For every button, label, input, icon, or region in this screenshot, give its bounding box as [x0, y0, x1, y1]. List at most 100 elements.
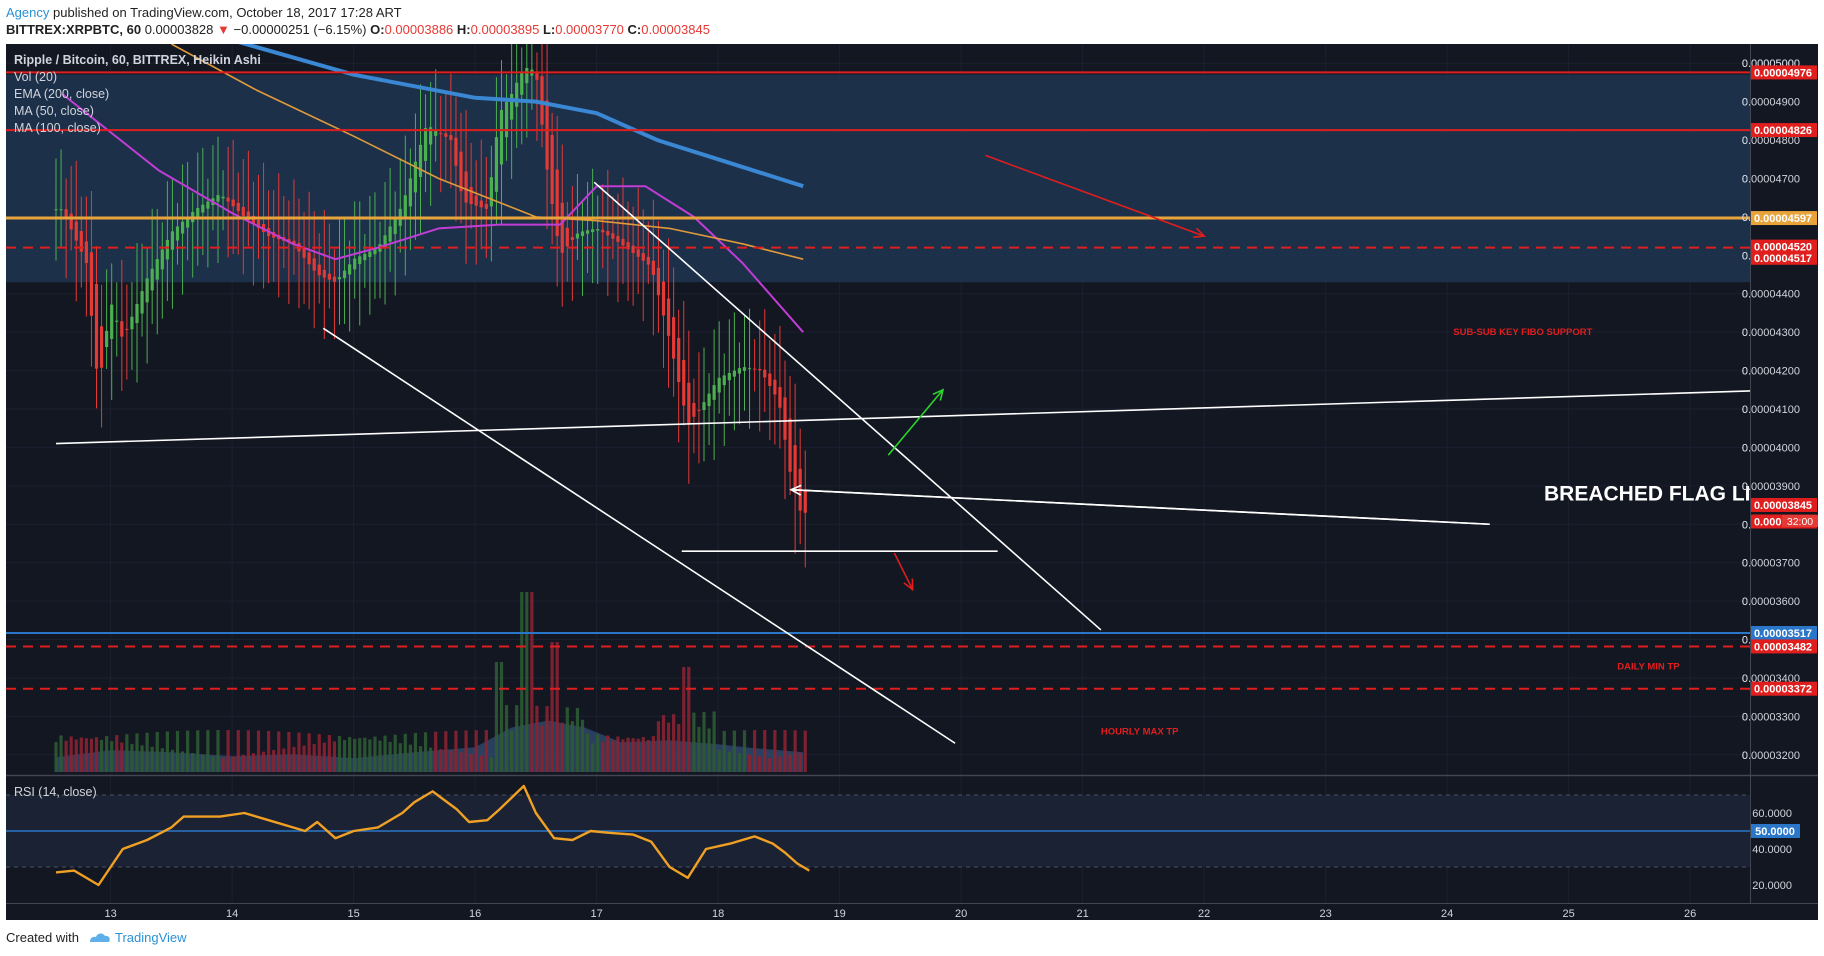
candle-body	[651, 260, 655, 275]
candle-body	[302, 247, 306, 258]
volume-bar	[585, 733, 590, 772]
candle-body	[606, 231, 610, 236]
volume-bar	[418, 746, 423, 772]
candle-body	[64, 209, 68, 219]
volume-bar	[120, 742, 124, 772]
price-level-tag	[1750, 625, 1817, 640]
volume-bar	[535, 705, 539, 772]
volume-bar	[692, 712, 696, 772]
volume-bar	[444, 731, 448, 772]
candle-body	[69, 213, 73, 230]
candle-body	[763, 369, 767, 378]
last-price: 0.00003828	[144, 22, 214, 37]
low-value: 0.00003770	[555, 22, 624, 37]
zone-layer	[6, 74, 1750, 283]
candle-body	[702, 402, 706, 411]
time-tick-label: 22	[1198, 908, 1210, 920]
volume-bar	[423, 732, 428, 772]
candle-body	[115, 320, 119, 322]
price-tick-label: 0.00004100	[1742, 404, 1800, 416]
volume-bar	[302, 745, 306, 772]
volume-bar	[550, 642, 554, 772]
volume-bar	[74, 739, 78, 772]
price-level-tag-label: 0.00004597	[1754, 213, 1812, 225]
annotation-fibo-support: SUB-SUB KEY FIBO SUPPORT	[1453, 327, 1592, 338]
volume-bar	[434, 731, 438, 772]
time-tick-label: 18	[712, 908, 724, 920]
volume-bar	[732, 730, 736, 772]
candle-body	[768, 373, 772, 386]
legend-item-ma50: MA (50, close)	[14, 104, 94, 118]
volume-bar	[570, 721, 574, 772]
volume-bar	[768, 757, 772, 772]
volume-bar	[191, 753, 195, 772]
volume-bar	[429, 747, 433, 772]
candle-body	[99, 326, 104, 368]
price-axis-background	[1750, 44, 1818, 903]
high-value: 0.00003895	[470, 22, 540, 37]
volume-bar	[504, 705, 509, 772]
volume-bar	[666, 722, 671, 772]
candle-body	[677, 337, 681, 383]
price-level-tag-label: 0.00004826	[1754, 125, 1812, 137]
volume-bar	[580, 719, 585, 772]
open-value: 0.00003886	[384, 22, 454, 37]
volume-bar	[575, 707, 580, 772]
candle-body	[666, 298, 671, 336]
candle-body	[94, 284, 99, 369]
legend-item-ema200: EMA (200, close)	[14, 87, 109, 101]
volume-bar	[631, 738, 635, 772]
created-with-text: Created with	[6, 930, 79, 945]
time-tick-label: 15	[348, 908, 360, 920]
volume-bar	[282, 748, 286, 772]
volume-bar	[277, 731, 281, 772]
candle-body	[560, 202, 564, 253]
legend-title: Ripple / Bitcoin, 60, BITTREX, Heikin As…	[14, 53, 261, 67]
candle-body	[155, 259, 159, 280]
volume-bar	[327, 735, 331, 772]
volume-bar	[747, 754, 752, 772]
time-tick-label: 20	[955, 908, 967, 920]
candle-body	[84, 241, 88, 263]
pane-borders	[6, 44, 1818, 904]
volume-bar	[408, 744, 412, 772]
candle-body	[489, 177, 493, 207]
channel-upper-line	[593, 181, 1102, 631]
volume-bar	[494, 662, 499, 772]
candle-body	[221, 196, 225, 199]
volume-bar	[778, 756, 782, 772]
author-link[interactable]: Agency	[6, 5, 50, 20]
candle-body	[742, 367, 747, 371]
candle-body	[550, 134, 554, 205]
volume-bar	[79, 737, 83, 772]
candle-body	[418, 144, 423, 178]
candle-body	[661, 281, 666, 316]
volume-bar	[742, 730, 747, 772]
candle-body	[388, 226, 392, 242]
price-tick-label: 0.00003300	[1742, 711, 1800, 723]
volume-bar	[337, 735, 342, 772]
rsi-layer	[6, 784, 1750, 887]
volume-bar	[398, 743, 402, 772]
price-level-tag-label: 0.00003845	[1754, 500, 1812, 512]
volume-bar	[140, 745, 144, 772]
volume-bar	[661, 715, 666, 772]
volume-bar	[206, 730, 210, 772]
tradingview-logo-icon	[83, 930, 115, 945]
volume-bar	[99, 739, 104, 772]
annotation-hourly-max-tp: HOURLY MAX TP	[1101, 727, 1179, 738]
candle-body	[616, 235, 620, 242]
candle-body	[110, 304, 114, 339]
volume-bar	[499, 662, 504, 772]
candle-body	[773, 379, 777, 395]
candle-body	[682, 359, 686, 406]
volume-layer	[54, 592, 807, 772]
volume-bar	[170, 749, 175, 772]
flag-support-line	[55, 390, 1750, 445]
candle-body	[555, 169, 559, 237]
candle-body	[712, 385, 716, 400]
volume-bar	[231, 756, 235, 772]
volume-bar	[687, 667, 691, 772]
tradingview-link[interactable]: TradingView	[115, 930, 187, 945]
